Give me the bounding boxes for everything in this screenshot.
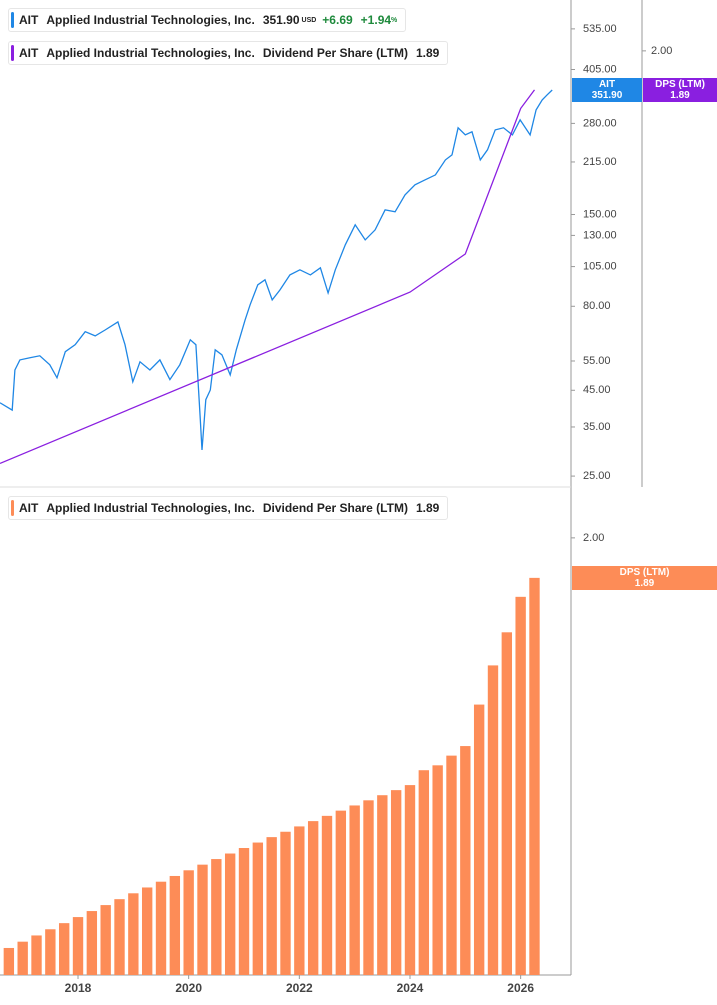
tag-value: 1.89 [670, 89, 690, 101]
legend-name: Applied Industrial Technologies, Inc. [46, 501, 255, 515]
tag-value: 351.90 [591, 90, 623, 102]
y-tick-label: 2.00 [651, 45, 672, 57]
legend-name: Applied Industrial Technologies, Inc. [46, 46, 255, 60]
bar [515, 596, 526, 975]
bar [224, 853, 236, 975]
bar [114, 899, 125, 975]
bar [3, 947, 15, 975]
bar [473, 704, 485, 975]
legend-swatch [11, 45, 14, 61]
y-tick-label: 105.00 [583, 260, 617, 272]
bar [17, 941, 28, 975]
legend-last: 1.89 [415, 501, 440, 515]
bar [183, 870, 194, 975]
bar [238, 848, 250, 975]
bar [45, 929, 56, 975]
bar [321, 815, 333, 975]
x-tick-label: 2018 [65, 981, 92, 995]
bar [155, 881, 167, 975]
bar [100, 905, 111, 975]
tag-label: DPS (LTM) [655, 78, 705, 90]
y-tick-label: 280.00 [583, 117, 617, 129]
legend-swatch [11, 500, 14, 516]
legend-metric: Dividend Per Share (LTM) [262, 501, 408, 515]
tag-value: 1.89 [634, 577, 655, 589]
bar [377, 795, 388, 975]
bar [211, 859, 222, 975]
bar [294, 826, 305, 975]
bar [390, 790, 402, 975]
y-tick-label: 55.00 [583, 355, 611, 367]
legend-pct-sign: % [391, 16, 398, 24]
y-tick-label: 535.00 [583, 23, 617, 35]
y-tick-label: 2.00 [583, 532, 604, 544]
bar [363, 800, 374, 975]
bar [460, 746, 471, 975]
legend-last: 1.89 [415, 46, 440, 60]
tag-label: DPS (LTM) [619, 566, 670, 578]
bar [169, 875, 181, 975]
x-tick-label: 2024 [397, 981, 424, 995]
tag-ticker: AIT [598, 79, 616, 91]
legend-currency: USD [301, 16, 317, 24]
y-tick-label: 150.00 [583, 208, 617, 220]
line-series [0, 89, 536, 464]
bar [280, 831, 291, 975]
legend-change: +6.69 [322, 13, 353, 27]
bar [335, 810, 347, 975]
legend-ticker: AIT [19, 13, 39, 27]
bar [266, 837, 277, 975]
legend-name: Applied Industrial Technologies, Inc. [46, 13, 255, 27]
bar [529, 577, 540, 975]
bar [86, 911, 98, 975]
x-tick-label: 2026 [507, 981, 534, 995]
bar [349, 805, 360, 975]
dps-legend: AIT Applied Industrial Technologies, Inc… [8, 41, 449, 65]
bar [197, 864, 208, 975]
price-tag: AIT 351.90 [572, 78, 642, 103]
y-tick-label: 130.00 [583, 229, 617, 241]
bar [307, 821, 319, 975]
bar [432, 765, 443, 975]
bar [252, 842, 264, 975]
price-legend: AIT Applied Industrial Technologies, Inc… [8, 8, 407, 32]
bar [404, 785, 416, 975]
x-tick-label: 2022 [286, 981, 313, 995]
y-tick-label: 80.00 [583, 300, 611, 312]
y-tick-label: 215.00 [583, 156, 617, 168]
bar [487, 665, 499, 975]
y-tick-label: 25.00 [583, 470, 611, 482]
bar-legend: AIT Applied Industrial Technologies, Inc… [8, 496, 449, 520]
bar [501, 632, 513, 975]
bar [418, 770, 430, 975]
bar [446, 755, 457, 975]
legend-metric: Dividend Per Share (LTM) [262, 46, 408, 60]
bar-tag: DPS (LTM) 1.89 [572, 565, 717, 590]
legend-change-pct: +1.94 [360, 13, 392, 27]
line-series [0, 89, 553, 451]
bar [72, 917, 84, 975]
dps-tag: DPS (LTM) 1.89 [643, 77, 717, 102]
bar [58, 923, 70, 975]
bar [141, 887, 153, 975]
bar [128, 893, 139, 975]
legend-swatch [11, 12, 14, 28]
legend-ticker: AIT [19, 501, 39, 515]
legend-ticker: AIT [19, 46, 39, 60]
x-tick-label: 2020 [175, 981, 202, 995]
bar [31, 935, 42, 975]
legend-last: 351.90 [262, 13, 300, 27]
y-tick-label: 35.00 [583, 421, 611, 433]
y-tick-label: 405.00 [583, 63, 617, 75]
y-tick-label: 45.00 [583, 384, 611, 396]
